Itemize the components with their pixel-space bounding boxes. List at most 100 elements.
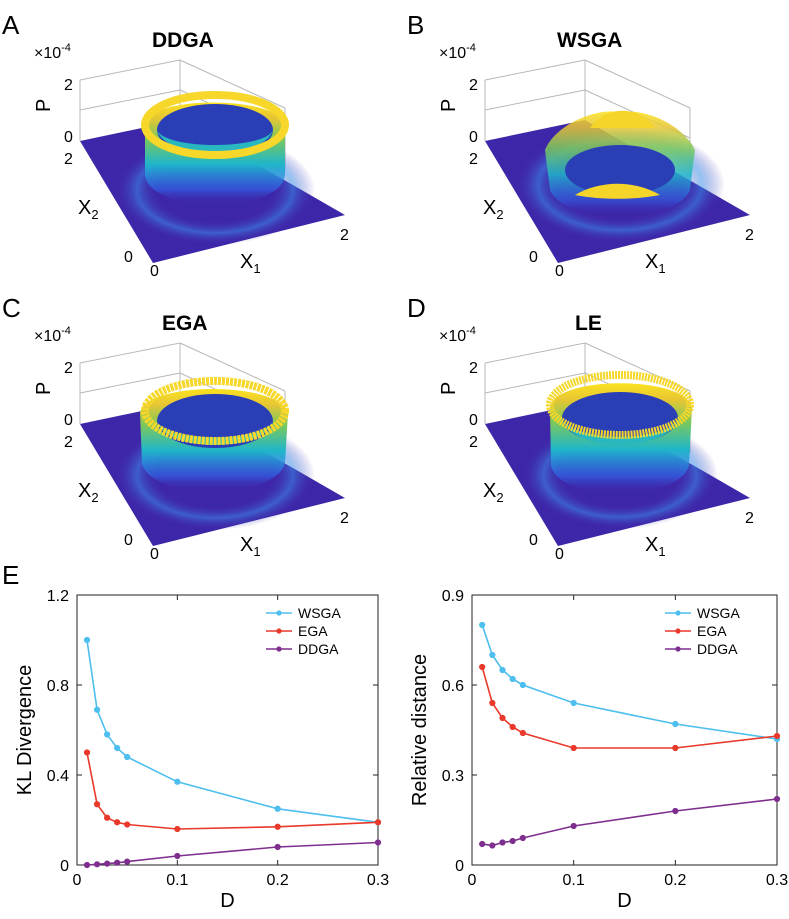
ring-peaks bbox=[575, 183, 660, 199]
x1-axis-label: X1 bbox=[645, 534, 666, 559]
legend-label: WSGA bbox=[697, 605, 740, 621]
scale-factor: ×10-4 bbox=[439, 325, 476, 345]
svg-text:2: 2 bbox=[745, 227, 754, 244]
svg-text:0: 0 bbox=[555, 263, 564, 280]
legend-marker bbox=[276, 646, 282, 652]
legend-label: DDGA bbox=[697, 641, 738, 657]
ring-inner bbox=[565, 145, 675, 195]
legend-marker bbox=[276, 628, 282, 634]
data-point-ddga bbox=[114, 859, 121, 866]
data-point-ddga bbox=[124, 858, 131, 865]
data-point-ddga bbox=[773, 795, 781, 803]
kl-divergence-chart: 0 0.1 0.2 0.3 0 0.4 0.8 1.2 D KL Divergence WSGA EG… bbox=[14, 588, 389, 912]
ring-inner-wall bbox=[157, 130, 273, 153]
legend-marker bbox=[675, 610, 681, 616]
legend-marker bbox=[675, 646, 681, 652]
y-tick-label: 0.3 bbox=[442, 768, 464, 785]
data-point-ega bbox=[499, 714, 506, 722]
svg-text:0: 0 bbox=[150, 546, 159, 563]
panel-c: C EGA ×10-4 2 0 2 0 0 2 P X2 X1 bbox=[2, 293, 349, 563]
data-point-ddga bbox=[489, 842, 496, 849]
series-line-wsga bbox=[86, 639, 379, 824]
svg-text:2: 2 bbox=[64, 151, 73, 168]
legend-marker bbox=[675, 628, 681, 634]
panel-title: DDGA bbox=[152, 29, 214, 52]
y-axis-label: KL Divergence bbox=[14, 665, 36, 795]
legend-label: EGA bbox=[697, 623, 727, 639]
data-point-wsga bbox=[104, 731, 111, 738]
data-point-ega bbox=[570, 744, 577, 752]
data-point-wsga bbox=[489, 651, 496, 659]
data-point-wsga bbox=[479, 621, 486, 629]
svg-text:2: 2 bbox=[745, 510, 754, 527]
data-point-ega bbox=[489, 699, 496, 707]
data-point-ddga bbox=[274, 843, 281, 851]
svg-text:2: 2 bbox=[469, 151, 478, 168]
svg-text:0: 0 bbox=[555, 546, 564, 563]
data-point-wsga bbox=[114, 744, 121, 752]
svg-text:0: 0 bbox=[124, 532, 133, 549]
scale-factor: ×10-4 bbox=[439, 42, 476, 62]
svg-text:2: 2 bbox=[469, 77, 478, 94]
series-line-ddga bbox=[482, 798, 778, 847]
y-tick-label: 0 bbox=[60, 858, 69, 875]
ring-inner bbox=[157, 394, 273, 448]
data-point-wsga bbox=[274, 805, 281, 812]
data-point-ega bbox=[124, 821, 131, 828]
x1-axis-label: X1 bbox=[240, 534, 261, 559]
x-tick-label: 0.1 bbox=[563, 872, 585, 889]
x-axis-label: D bbox=[617, 890, 631, 912]
x2-axis-label: X2 bbox=[483, 480, 504, 505]
svg-text:0: 0 bbox=[124, 249, 133, 266]
svg-text:2: 2 bbox=[469, 434, 478, 451]
svg-text:0: 0 bbox=[64, 129, 73, 146]
series-line-ddga bbox=[86, 841, 379, 866]
svg-text:2: 2 bbox=[64, 360, 73, 377]
svg-text:2: 2 bbox=[340, 227, 349, 244]
axis-ticks: 2 0 2 0 0 2 bbox=[64, 360, 349, 563]
ring-peaks bbox=[590, 110, 655, 128]
legend-label: EGA bbox=[298, 623, 328, 639]
z-axis-label: P bbox=[33, 382, 55, 395]
x-tick-label: 0.1 bbox=[166, 872, 188, 889]
data-point-ega bbox=[174, 825, 181, 833]
scale-factor: ×10-4 bbox=[34, 42, 71, 62]
y-tick-label: 0.8 bbox=[47, 678, 69, 695]
data-point-wsga bbox=[672, 720, 679, 728]
ring-rim bbox=[141, 91, 289, 159]
axis-ticks: 2 0 2 0 0 2 bbox=[64, 77, 349, 280]
svg-text:0: 0 bbox=[529, 532, 538, 549]
x2-axis-label: X2 bbox=[483, 197, 504, 222]
legend-label: DDGA bbox=[298, 641, 339, 657]
x-tick-label: 0.3 bbox=[367, 872, 389, 889]
x-tick-label: 0 bbox=[468, 872, 477, 889]
axis-ticks: 2 0 2 0 0 2 bbox=[469, 77, 754, 280]
x2-axis-label: X2 bbox=[78, 480, 99, 505]
data-point-ddga bbox=[374, 839, 382, 846]
data-point-ddga bbox=[672, 807, 679, 815]
data-point-wsga bbox=[509, 675, 516, 683]
svg-text:0: 0 bbox=[529, 249, 538, 266]
panel-letter-e: E bbox=[2, 560, 19, 590]
panel-letter: B bbox=[407, 10, 424, 40]
data-point-ega bbox=[509, 723, 516, 731]
y-tick-label: 0.9 bbox=[442, 588, 464, 605]
x-axis-label: D bbox=[220, 890, 234, 912]
legend-label: WSGA bbox=[298, 605, 341, 621]
data-point-ega bbox=[479, 663, 486, 671]
svg-text:2: 2 bbox=[64, 434, 73, 451]
panel-letter: D bbox=[407, 293, 426, 323]
data-point-ddga bbox=[479, 840, 486, 848]
panel-title: LE bbox=[575, 312, 602, 335]
ring-rim bbox=[141, 377, 289, 445]
data-point-ddga bbox=[509, 837, 516, 845]
plot-frame bbox=[76, 594, 379, 866]
y-tick-label: 1.2 bbox=[47, 588, 69, 605]
data-point-ddga bbox=[83, 861, 91, 869]
svg-text:2: 2 bbox=[469, 360, 478, 377]
plot-frame bbox=[471, 594, 778, 866]
y-tick-label: 0.4 bbox=[47, 768, 69, 785]
data-point-ega bbox=[83, 749, 91, 756]
y-axis-label: Relative distance bbox=[409, 654, 431, 806]
